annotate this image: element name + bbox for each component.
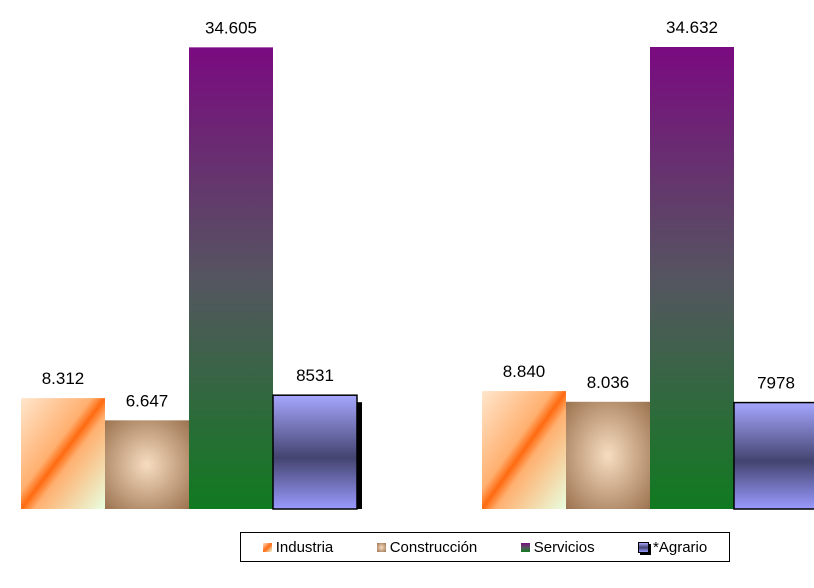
legend-item-industria: Industria (262, 538, 334, 556)
data-label-industria-0: 8.312 (42, 369, 85, 388)
legend-swatch-industria (262, 542, 272, 552)
legend-item-construccion: Construcción (376, 538, 478, 556)
data-label-servicios-1: 34.632 (666, 18, 718, 37)
bar-agrario-1 (733, 401, 814, 510)
legend-item-agrario: *Agrario (638, 539, 707, 556)
data-label-agrario-1: 7978 (757, 374, 795, 393)
data-label-construccion-1: 8.036 (587, 373, 630, 392)
legend-item-servicios: Servicios (520, 538, 595, 556)
bar-chart: 8.312 6.647 34.605 8531 8.840 8.036 34.632 7978 (21, 18, 814, 510)
bar-servicios-0 (189, 47, 273, 509)
bar-industria-1 (482, 391, 566, 509)
data-label-industria-1: 8.840 (503, 362, 546, 381)
legend-swatch-servicios (520, 542, 530, 552)
data-label-agrario-0: 8531 (296, 366, 334, 385)
bar-construccion-0 (105, 420, 189, 509)
legend-label-construccion: Construcción (389, 538, 478, 556)
bar-servicios-1 (650, 47, 734, 509)
data-label-construccion-0: 6.647 (126, 391, 169, 410)
bar-construccion-1 (566, 401, 650, 509)
data-label-servicios-0: 34.605 (205, 18, 257, 37)
legend-swatch-agrario (638, 541, 650, 553)
legend-swatch-construccion (376, 542, 386, 552)
legend-label-industria: Industria (275, 538, 334, 556)
bar-agrario-0 (272, 394, 358, 510)
legend-label-servicios: Servicios (533, 538, 595, 556)
bar-industria-0 (21, 398, 105, 509)
chart-legend: Industria Construcción Servicios *Agrari… (240, 532, 730, 562)
legend-label-agrario: *Agrario (653, 538, 708, 556)
